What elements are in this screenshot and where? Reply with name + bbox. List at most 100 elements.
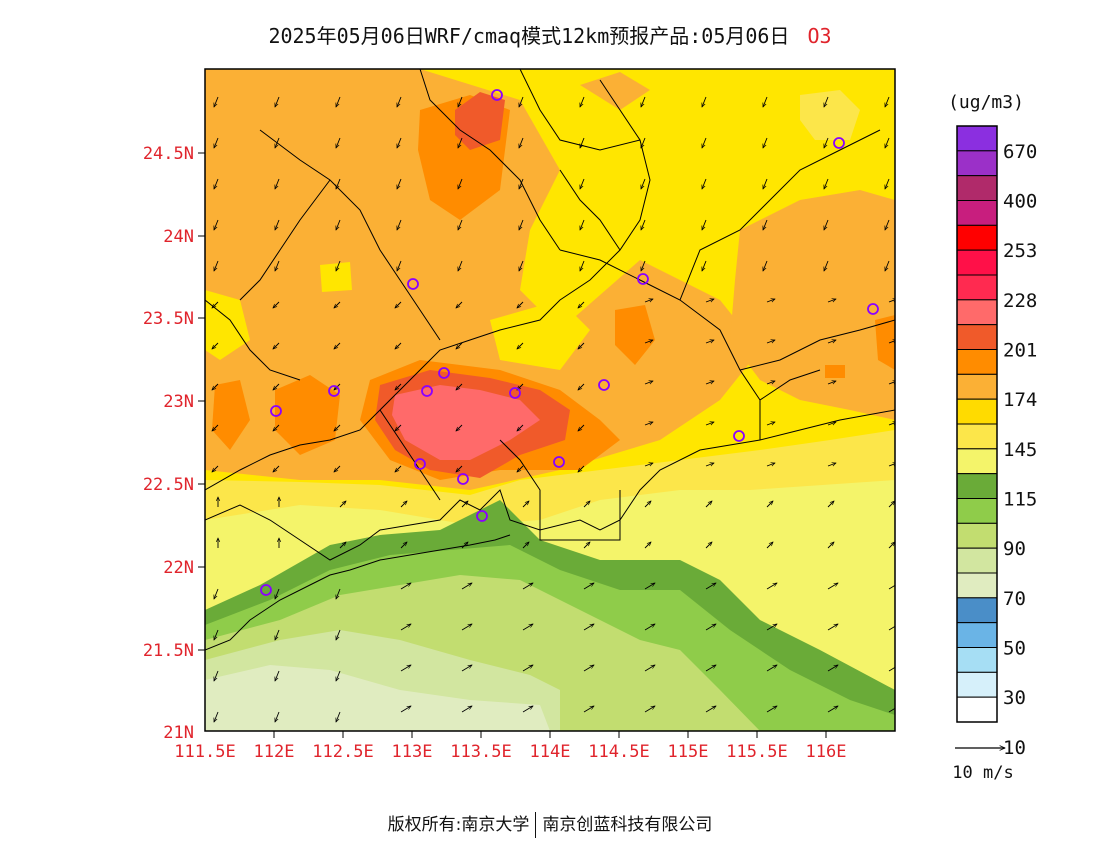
- wind-arrow: [339, 501, 346, 508]
- wind-arrow: [336, 137, 341, 148]
- wind-arrow: [400, 501, 407, 508]
- wind-arrow: [395, 383, 402, 390]
- wind-arrow: [275, 629, 280, 640]
- wind-arrow: [519, 137, 524, 148]
- wind-arrow: [888, 501, 895, 508]
- wind-arrow: [275, 670, 280, 681]
- lon-label-116: 116E: [806, 742, 847, 762]
- legend-bin: [956, 224, 998, 251]
- wind-arrow: [888, 381, 895, 385]
- wind-arrow: [705, 583, 716, 590]
- wind-arrow: [702, 219, 707, 230]
- legend-bin: [956, 547, 998, 574]
- wind-arrow: [214, 137, 219, 148]
- legend-bin: [956, 249, 998, 276]
- wind-arrow: [824, 260, 829, 271]
- wind-arrow: [888, 463, 895, 467]
- station-marker: [509, 387, 521, 399]
- wind-arrow: [334, 465, 341, 472]
- wind-arrow: [522, 583, 533, 590]
- legend-label: 228: [1003, 290, 1037, 312]
- wind-scale: 10 m/s: [952, 748, 1014, 783]
- wind-arrow: [763, 96, 768, 107]
- wind-arrow: [885, 96, 890, 107]
- wind-arrow: [336, 260, 341, 271]
- wind-arrow: [766, 422, 775, 426]
- station-marker: [328, 385, 340, 397]
- wind-arrow: [827, 665, 838, 672]
- wind-arrow: [578, 301, 585, 308]
- legend-bin: [956, 373, 998, 400]
- wind-arrow: [212, 342, 219, 349]
- wind-arrow: [400, 665, 411, 672]
- wind-arrow: [456, 424, 463, 431]
- wind-arrow: [580, 219, 585, 230]
- wind-arrow: [214, 96, 219, 107]
- wind-arrow: [827, 340, 836, 344]
- longitude-ticks: [273, 731, 827, 738]
- station-marker: [270, 405, 282, 417]
- wind-arrow: [705, 501, 712, 508]
- lat-label-23-5: 23.5N: [143, 309, 194, 329]
- wind-arrow: [888, 340, 895, 344]
- station-marker: [260, 584, 272, 596]
- legend-bin: [956, 671, 998, 698]
- wind-arrow: [461, 583, 472, 590]
- legend-label: 70: [1003, 588, 1026, 610]
- wind-arrow: [583, 542, 590, 549]
- station-marker: [637, 273, 649, 285]
- wind-arrow: [214, 670, 219, 681]
- legend-label: 115: [1003, 489, 1037, 511]
- wind-vectors: [212, 96, 895, 722]
- legend-bin: [956, 299, 998, 326]
- wind-arrow: [400, 706, 411, 713]
- wind-arrow: [275, 219, 280, 230]
- wind-arrow: [705, 422, 714, 426]
- wind-arrow: [214, 588, 219, 599]
- wind-arrow: [763, 178, 768, 189]
- legend-bin: [956, 398, 998, 425]
- longitude-axis: 111.5E 112E 112.5E 113E 113.5E 114E 114.…: [174, 742, 846, 762]
- lon-label-112: 112E: [254, 742, 295, 762]
- wind-arrow: [522, 501, 529, 508]
- legend-bin: [956, 498, 998, 524]
- legend-frame: [956, 125, 998, 723]
- wind-arrow: [273, 301, 280, 308]
- wind-arrow: [395, 301, 402, 308]
- wind-arrow: [214, 629, 219, 640]
- wind-arrow: [827, 381, 836, 385]
- station-marker: [407, 278, 419, 290]
- wind-arrow: [702, 96, 707, 107]
- legend-bin: [956, 175, 998, 202]
- wind-arrow: [458, 178, 463, 189]
- station-marker: [438, 367, 450, 379]
- wind-arrow: [458, 260, 463, 271]
- legend-bin: [956, 622, 998, 649]
- wind-arrow: [888, 624, 895, 631]
- wind-arrow: [397, 260, 402, 271]
- lat-label-21: 21N: [163, 723, 194, 743]
- wind-arrow: [766, 299, 775, 303]
- legend-label: 145: [1003, 439, 1037, 461]
- wind-arrow: [336, 711, 341, 722]
- copyright-company: 南京创蓝科技有限公司: [542, 815, 713, 835]
- wind-arrow: [578, 465, 585, 472]
- wind-arrow: [702, 260, 707, 271]
- legend-bin: [956, 274, 998, 301]
- wind-arrow: [519, 96, 524, 107]
- wind-arrow: [214, 711, 219, 722]
- wind-arrow: [517, 301, 524, 308]
- wind-arrow: [888, 542, 895, 549]
- lon-label-111-5: 111.5E: [174, 742, 235, 762]
- wind-arrow: [580, 178, 585, 189]
- legend-bin: [956, 448, 998, 475]
- wind-arrow: [580, 137, 585, 148]
- lon-label-112-5: 112.5E: [312, 742, 373, 762]
- wind-arrow: [212, 301, 219, 308]
- lon-label-113: 113E: [392, 742, 433, 762]
- wind-arrow: [644, 463, 653, 467]
- wind-arrow: [275, 178, 280, 189]
- wind-arrow: [397, 178, 402, 189]
- wind-arrow: [458, 219, 463, 230]
